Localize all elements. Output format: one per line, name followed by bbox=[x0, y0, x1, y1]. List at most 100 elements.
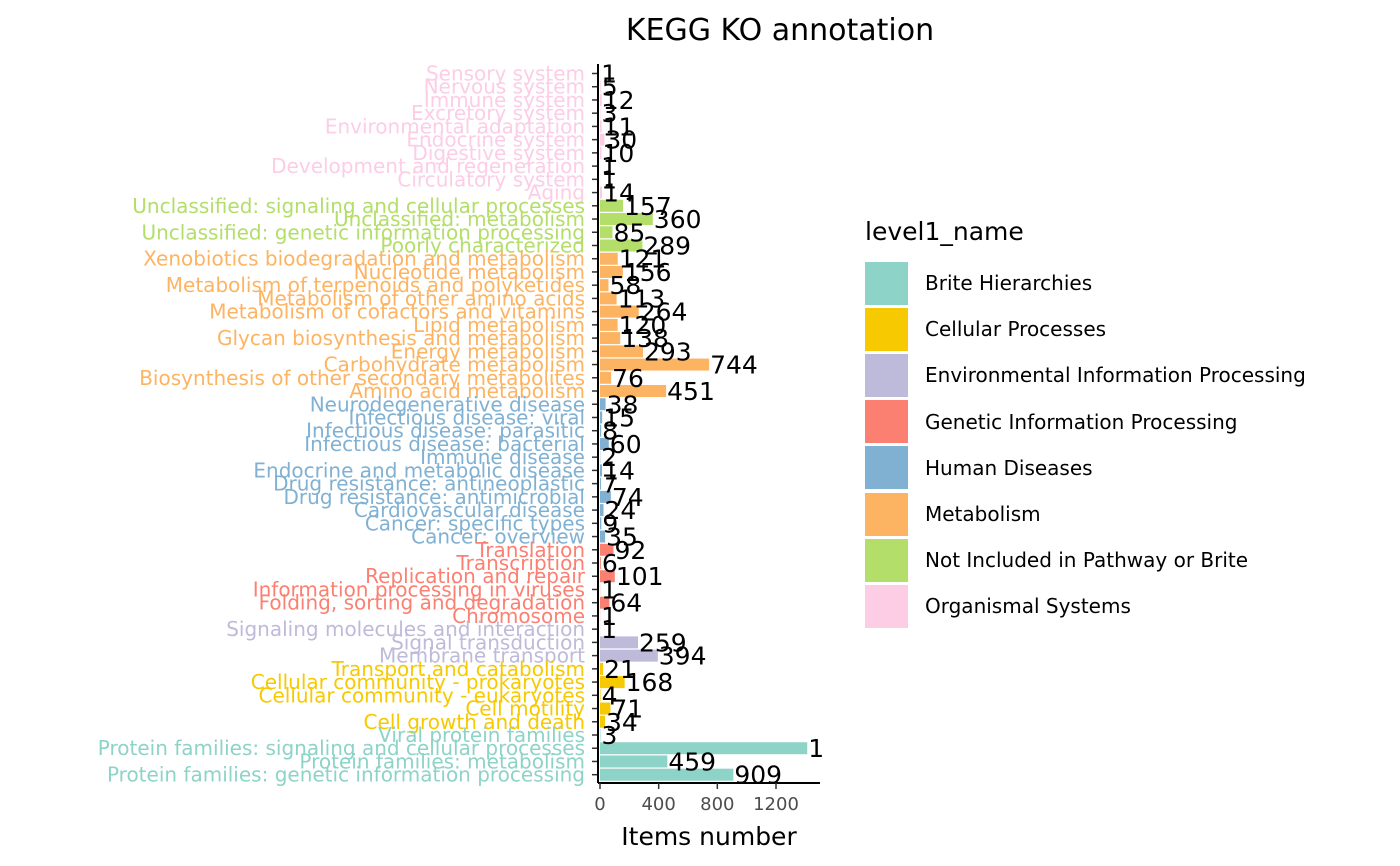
category-label-excretory-system: Excretory system bbox=[411, 101, 585, 125]
bar-poorly-characterized bbox=[600, 239, 643, 252]
value-label-amino-acid-metabolism: 451 bbox=[667, 377, 715, 406]
category-label-unclassified-signaling-and-cellular-processes: Unclassified: signaling and cellular pro… bbox=[132, 194, 585, 218]
bar-xenobiotics-biodegradation-and-metabolism bbox=[600, 252, 618, 265]
bar-protein-families-genetic-information-processing bbox=[600, 768, 734, 781]
bar-nucleotide-metabolism bbox=[600, 265, 623, 278]
bar-immune-system bbox=[600, 93, 602, 106]
value-label-infectious-disease-parasitic: 8 bbox=[602, 417, 618, 446]
bar-aging bbox=[600, 186, 603, 199]
legend-item-not-included-in-pathway-or-brite: Not Included in Pathway or Brite bbox=[865, 537, 1306, 583]
category-label-cancer-overview: Cancer: overview bbox=[411, 525, 585, 549]
category-label-drug-resistance-antimicrobial: Drug resistance: antimicrobial bbox=[284, 485, 585, 509]
bar-lipid-metabolism bbox=[600, 318, 618, 331]
category-label-sensory-system: Sensory system bbox=[426, 62, 585, 86]
category-label-protein-families-metabolism: Protein families: metabolism bbox=[299, 749, 585, 773]
value-label-cardiovascular-disease: 24 bbox=[605, 496, 637, 525]
value-label-transcription: 6 bbox=[602, 549, 618, 578]
bar-glycan-biosynthesis-and-metabolism bbox=[600, 332, 621, 345]
value-label-metabolism-of-terpenoids-and-polyketides: 58 bbox=[610, 271, 642, 300]
category-label-cell-motility: Cell motility bbox=[465, 697, 585, 721]
bar-membrane-transport bbox=[600, 649, 658, 662]
legend-items: Brite Hierarchies Cellular Processes Envir… bbox=[865, 260, 1306, 630]
legend-title: level1_name bbox=[865, 217, 1024, 246]
category-label-information-processing-in-viruses: Information processing in viruses bbox=[253, 577, 585, 601]
value-label-protein-families-signaling-and-cellular-processes: 1 bbox=[808, 734, 824, 763]
category-label-unclassified-metabolism: Unclassified: metabolism bbox=[334, 207, 585, 231]
category-label-drug-resistance-antineoplastic: Drug resistance: antineoplastic bbox=[273, 472, 585, 496]
bar-metabolism-of-cofactors-and-vitamins bbox=[600, 305, 639, 318]
category-label-nervous-system: Nervous system bbox=[424, 75, 585, 99]
value-label-metabolism-of-other-amino-acids: 113 bbox=[618, 284, 666, 313]
bar-cellular-community-eukaryotes bbox=[600, 689, 601, 702]
category-label-lipid-metabolism: Lipid metabolism bbox=[413, 313, 585, 337]
category-label-carbohydrate-metabolism: Carbohydrate metabolism bbox=[324, 353, 585, 377]
value-label-protein-families-genetic-information-processing: 909 bbox=[734, 761, 782, 790]
value-label-glycan-biosynthesis-and-metabolism: 138 bbox=[621, 324, 669, 353]
category-label-infectious-disease-parasitic: Infectious disease: parasitic bbox=[306, 419, 585, 443]
category-label-infectious-disease-bacterial: Infectious disease: bacterial bbox=[304, 432, 585, 456]
category-label-metabolism-of-other-amino-acids: Metabolism of other amino acids bbox=[257, 286, 585, 310]
legend-swatch bbox=[865, 492, 908, 536]
bar-endocrine-and-metabolic-disease bbox=[600, 464, 603, 477]
value-label-poorly-characterized: 289 bbox=[643, 231, 691, 260]
category-label-endocrine-system: Endocrine system bbox=[406, 128, 585, 152]
bar-biosynthesis-of-other-secondary-metabolites bbox=[600, 371, 612, 384]
category-label-immune-system: Immune system bbox=[424, 88, 585, 112]
value-label-energy-metabolism: 293 bbox=[644, 337, 692, 366]
value-label-cell-growth-and-death: 34 bbox=[606, 708, 638, 737]
bar-energy-metabolism bbox=[600, 345, 643, 358]
value-label-neurodegenerative-disease: 38 bbox=[607, 390, 639, 419]
category-label-cell-growth-and-death: Cell growth and death bbox=[364, 710, 585, 734]
legend-item-organismal-systems: Organismal Systems bbox=[865, 583, 1306, 629]
bar-cell-growth-and-death bbox=[600, 715, 605, 728]
value-label-digestive-system: 10 bbox=[602, 139, 634, 168]
legend-label: Human Diseases bbox=[925, 455, 1093, 480]
legend-item-environmental-information-processing: Environmental Information Processing bbox=[865, 352, 1306, 398]
bar-folding-sorting-and-degradation bbox=[600, 596, 610, 609]
value-label-cancer-overview: 35 bbox=[606, 523, 638, 552]
chart-title: KEGG KO annotation bbox=[626, 13, 934, 48]
value-label-chromosome: 1 bbox=[601, 602, 617, 631]
value-label-translation: 92 bbox=[614, 536, 646, 565]
value-label-endocrine-and-metabolic-disease: 14 bbox=[603, 456, 635, 485]
legend-swatch bbox=[865, 353, 908, 397]
bar-metabolism-of-terpenoids-and-polyketides bbox=[600, 279, 609, 292]
value-label-immune-disease: 2 bbox=[601, 443, 617, 472]
bar-metabolism-of-other-amino-acids bbox=[600, 292, 617, 305]
bar-cancer-overview bbox=[600, 530, 606, 543]
value-label-unclassified-genetic-information-processing: 85 bbox=[613, 218, 645, 247]
value-label-drug-resistance-antimicrobial: 74 bbox=[612, 483, 644, 512]
value-label-carbohydrate-metabolism: 744 bbox=[710, 351, 758, 380]
category-label-transcription: Transcription bbox=[455, 551, 585, 575]
category-label-unclassified-genetic-information-processing: Unclassified: genetic information proces… bbox=[141, 220, 585, 244]
bar-amino-acid-metabolism bbox=[600, 385, 667, 398]
value-label-metabolism-of-cofactors-and-vitamins: 264 bbox=[640, 298, 688, 327]
value-labels: 1512311301011141573608528912115658113264… bbox=[601, 60, 824, 790]
bars bbox=[600, 67, 808, 781]
category-label-replication-and-repair: Replication and repair bbox=[365, 564, 586, 588]
value-label-transport-and-catabolism: 21 bbox=[604, 655, 636, 684]
bar-translation bbox=[600, 543, 614, 556]
category-label-chromosome: Chromosome bbox=[452, 604, 585, 628]
category-label-poorly-characterized: Poorly characterized bbox=[380, 233, 585, 257]
value-label-folding-sorting-and-degradation: 64 bbox=[610, 589, 642, 618]
category-label-translation: Translation bbox=[475, 538, 585, 562]
legend-label: Metabolism bbox=[925, 502, 1041, 527]
legend-swatch bbox=[865, 261, 908, 305]
category-label-digestive-system: Digestive system bbox=[412, 141, 585, 165]
legend-label: Environmental Information Processing bbox=[925, 363, 1306, 388]
value-label-immune-system: 12 bbox=[603, 86, 635, 115]
category-label-neurodegenerative-disease: Neurodegenerative disease bbox=[310, 392, 585, 416]
bar-digestive-system bbox=[600, 146, 602, 159]
category-label-development-and-regeneration: Development and regeneration bbox=[271, 154, 585, 178]
value-label-membrane-transport: 394 bbox=[659, 642, 707, 671]
value-label-drug-resistance-antineoplastic: 7 bbox=[602, 470, 618, 499]
x-tick-label: 800 bbox=[700, 794, 734, 815]
category-label-xenobiotics-biodegradation-and-metabolism: Xenobiotics biodegradation and metabolis… bbox=[143, 247, 585, 271]
bar-environmental-adaptation bbox=[600, 120, 602, 133]
legend-item-metabolism: Metabolism bbox=[865, 491, 1306, 537]
category-label-signal-transduction: Signal transduction bbox=[391, 630, 585, 654]
bar-infectious-disease-parasitic bbox=[600, 424, 602, 437]
x-tick-label: 1200 bbox=[753, 794, 799, 815]
bar-protein-families-signaling-and-cellular-processes bbox=[600, 742, 808, 755]
